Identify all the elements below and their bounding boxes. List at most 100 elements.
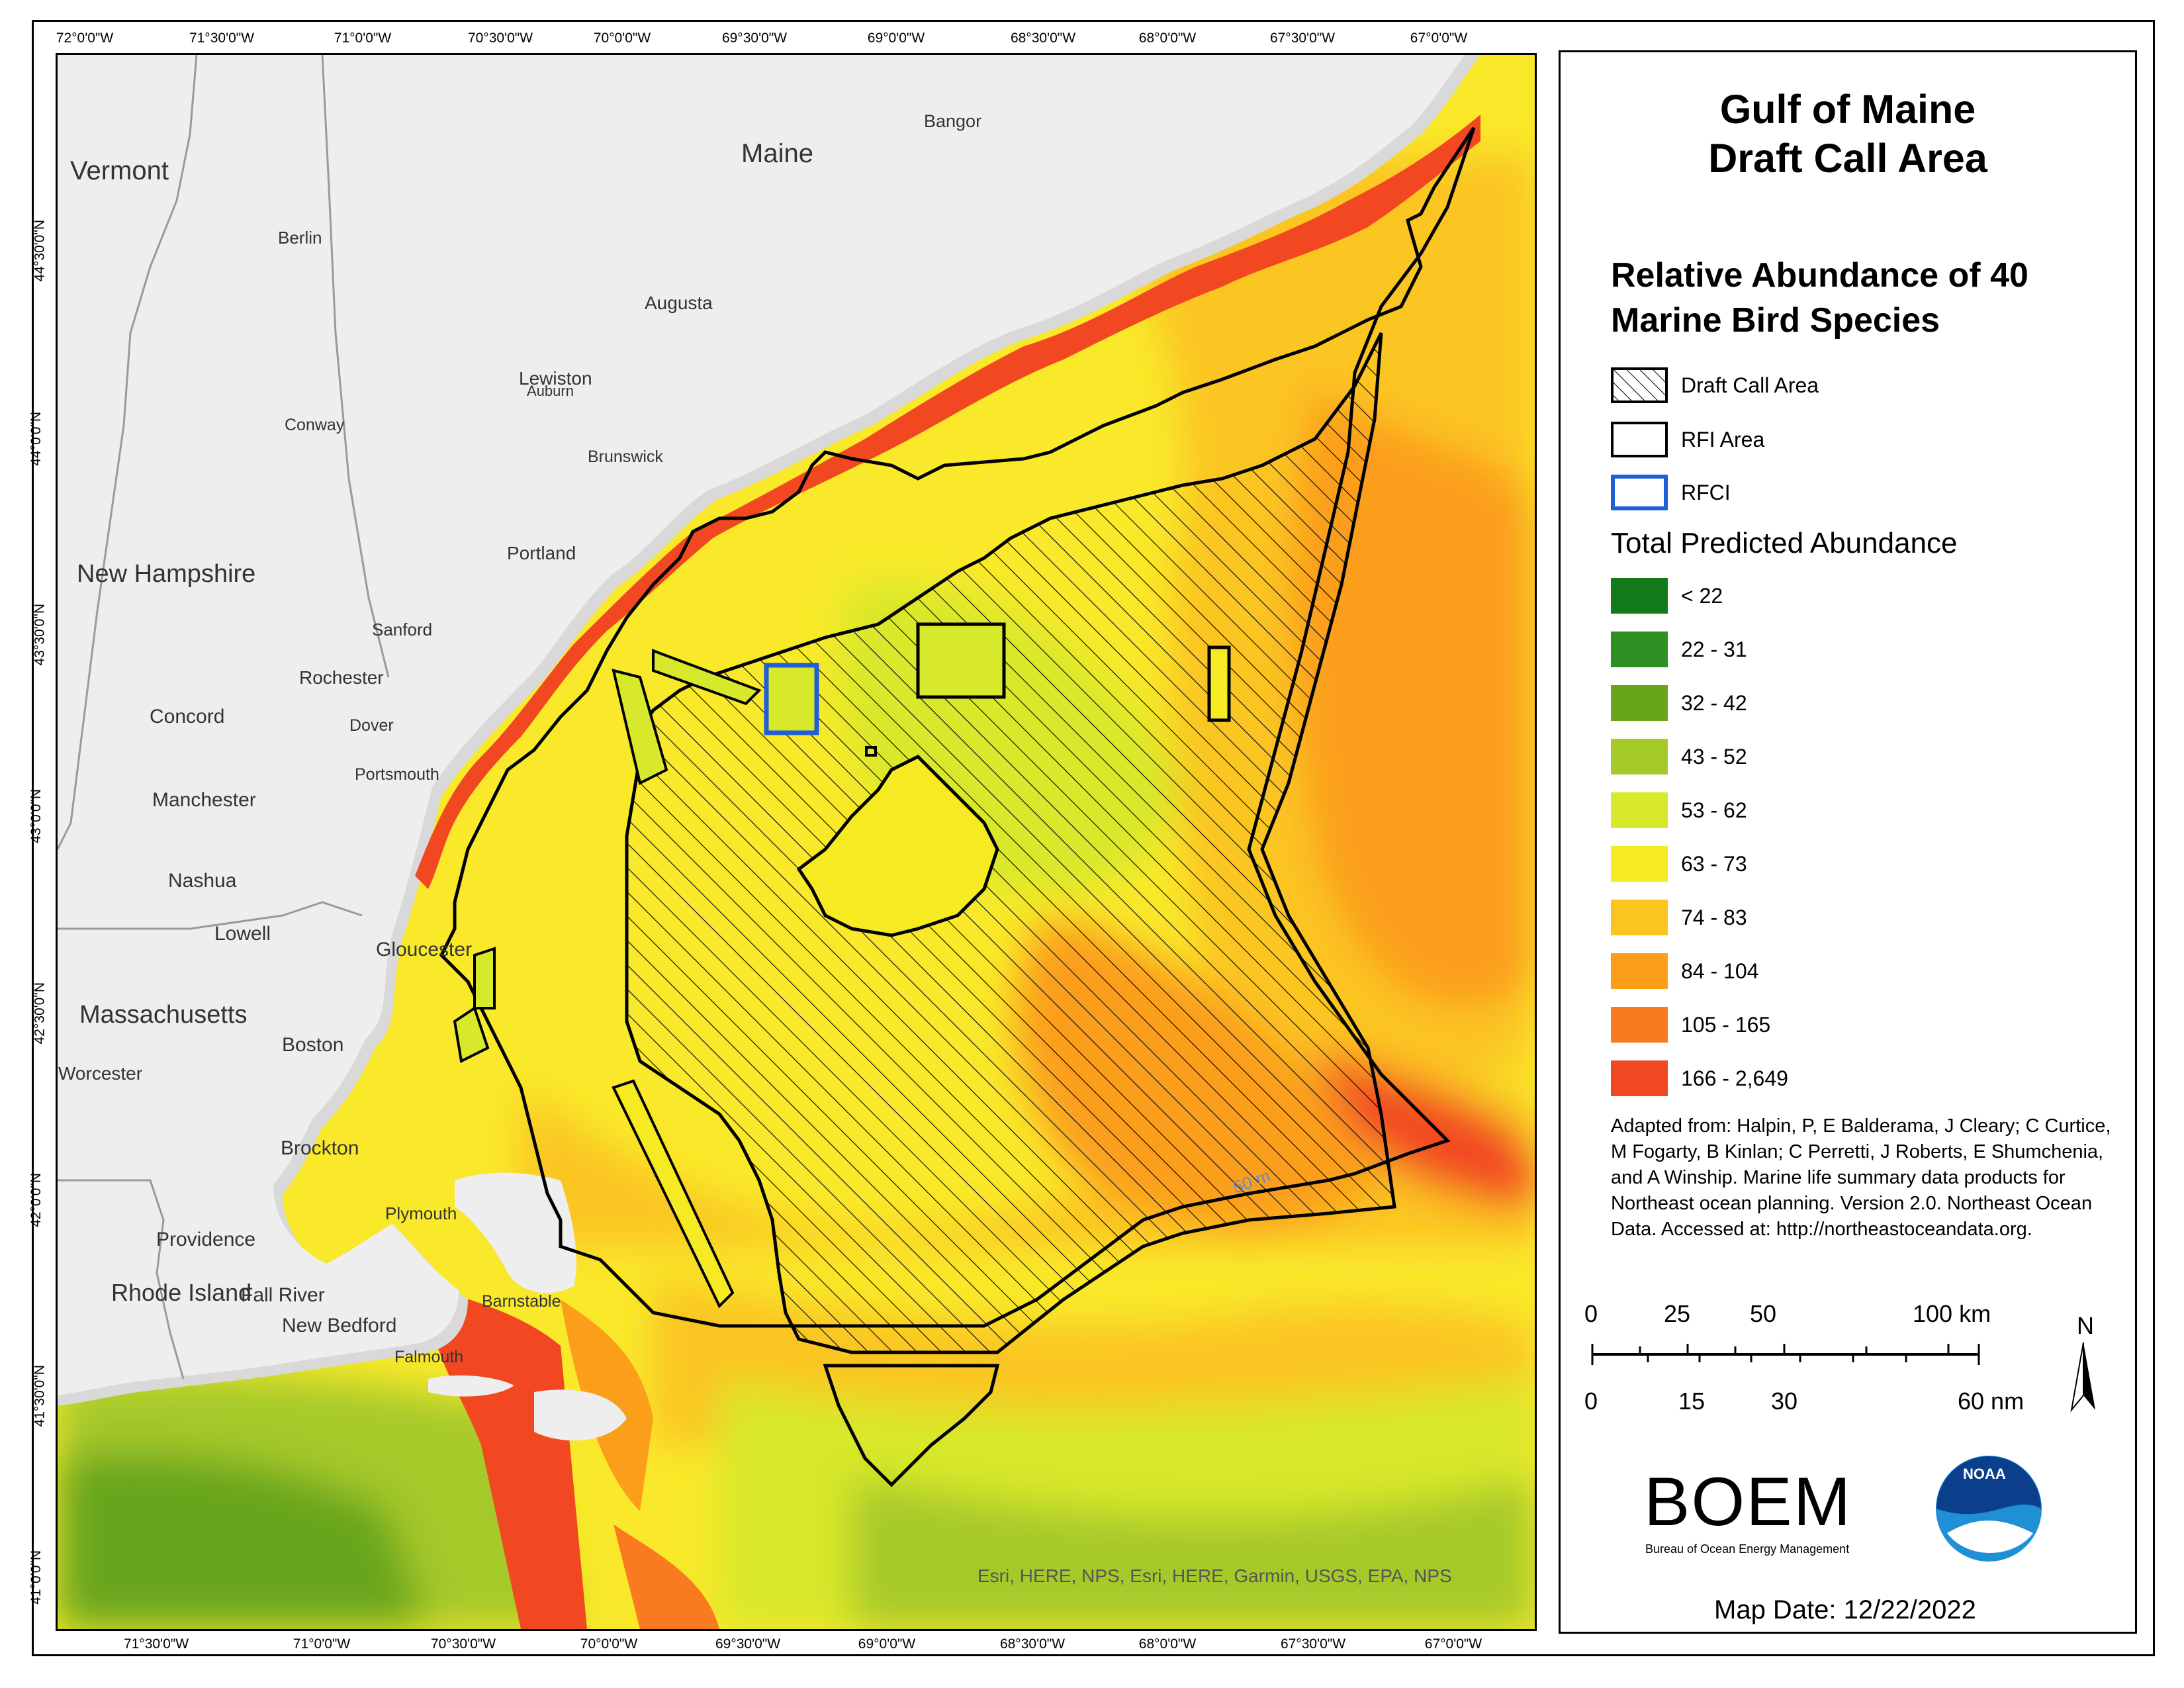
north-label: N [2077, 1312, 2094, 1339]
tick-left: 44°30'0"N [32, 220, 48, 282]
rfi-strip-n [652, 649, 762, 706]
map-title-line2: Draft Call Area [1708, 136, 1987, 181]
legend-label: Draft Call Area [1681, 373, 1819, 397]
tick-left: 44°0'0"N [28, 412, 44, 466]
abundance-label: 53 - 62 [1681, 798, 1747, 822]
map-canvas[interactable]: 50 m [58, 55, 1535, 1629]
rfci-area[interactable] [764, 663, 819, 735]
label-sanford: Sanford [372, 620, 433, 639]
label-barnstable: Barnstable [482, 1292, 561, 1311]
hatch-swatch-icon [1611, 367, 1668, 403]
noaa-label: NOAA [1963, 1466, 2006, 1482]
abundance-label: 63 - 73 [1681, 851, 1747, 876]
legend-label: RFCI [1681, 480, 1731, 504]
cape-cod [455, 1172, 576, 1293]
north-arrow-icon [2070, 1342, 2095, 1413]
label-new-hampshire: New Hampshire [77, 560, 256, 588]
label-brunswick: Brunswick [588, 447, 663, 466]
scale-nm-30: 30 [1771, 1387, 1798, 1415]
legend-label: RFI Area [1681, 427, 1765, 451]
tick-top: 70°0'0"W [593, 30, 651, 46]
abundance-swatch [1611, 685, 1668, 721]
boem-logo: BOEM [1644, 1464, 1852, 1540]
label-vermont: Vermont [70, 156, 169, 185]
tick-top: 68°0'0"W [1138, 30, 1197, 46]
rfi-block [916, 622, 1006, 699]
rfi-south-lobe [823, 1364, 1000, 1487]
legend-panel [1559, 50, 2137, 1634]
abundance-swatch [1611, 1060, 1668, 1096]
abundance-class-row: 43 - 52 [1611, 738, 1747, 775]
data-credit: Adapted from: Halpin, P, E Balderama, J … [1611, 1115, 2111, 1240]
subtitle-line1: Relative Abundance of 40 [1611, 256, 2028, 295]
legend-rfci: RFCI [1611, 474, 1731, 511]
rfi-island-a [453, 1006, 490, 1063]
nantucket-shoals-high [428, 1286, 587, 1629]
state-boundaries [58, 55, 390, 1380]
abundance-class-row: 105 - 165 [1611, 1006, 1770, 1043]
tick-left: 42°30'0"N [32, 982, 48, 1045]
abundance-label: 32 - 42 [1681, 690, 1747, 715]
scale-nm-60: 60 nm [1958, 1387, 2025, 1415]
label-augusta: Augusta [645, 293, 713, 313]
tick-bottom: 70°30'0"W [430, 1636, 496, 1652]
landmass-top [58, 55, 1465, 1395]
rfi-island-b [473, 947, 496, 1009]
rfi-strip-w [612, 669, 668, 785]
abundance-swatch [1611, 846, 1668, 882]
nantucket [534, 1389, 627, 1441]
rfi-area-outline[interactable] [439, 126, 1476, 1328]
label-lewiston: Lewiston [519, 368, 592, 389]
coastal-high-band [415, 115, 1480, 889]
map-attribution: Esri, HERE, NPS, Esri, HERE, Garmin, USG… [978, 1566, 1452, 1586]
tick-bottom: 67°30'0"W [1280, 1636, 1346, 1652]
label-fall-river: Fall River [241, 1284, 325, 1306]
rfi-swatch-icon [1611, 422, 1668, 457]
tick-bottom: 69°30'0"W [715, 1636, 781, 1652]
label-new-bedford: New Bedford [282, 1315, 397, 1336]
abundance-surface [58, 154, 1535, 1629]
tick-bottom: 71°30'0"W [123, 1636, 189, 1652]
abundance-class-row: 32 - 42 [1611, 684, 1747, 722]
tick-top: 71°0'0"W [334, 30, 392, 46]
map-panel[interactable]: 50 m Esri, HERE, NPS, Esri, HERE, Garmin… [56, 53, 1537, 1631]
tick-top: 67°30'0"W [1269, 30, 1336, 46]
label-portsmouth: Portsmouth [355, 765, 439, 784]
abundance-swatch [1611, 632, 1668, 667]
southern-band [614, 1524, 719, 1629]
tick-left: 41°30'0"N [32, 1365, 48, 1427]
label-plymouth: Plymouth [385, 1203, 457, 1223]
abundance-swatch [1611, 900, 1668, 935]
legend-rfi-area: RFI Area [1611, 421, 1764, 458]
map-date: Map Date: 12/22/2022 [1714, 1595, 1976, 1624]
label-portland: Portland [507, 543, 576, 563]
label-massachusetts: Massachusetts [79, 1001, 248, 1029]
rfi-tiny-block [865, 746, 877, 757]
tick-bottom: 68°0'0"W [1138, 1636, 1197, 1652]
label-maine: Maine [741, 139, 813, 168]
label-bangor: Bangor [924, 111, 982, 131]
label-rhode: Rhode Island [111, 1279, 252, 1306]
label-gloucester: Gloucester [376, 939, 473, 961]
draft-call-area[interactable] [625, 332, 1396, 1354]
noaa-logo-icon [1936, 1456, 2042, 1562]
label-providence: Providence [156, 1229, 256, 1250]
scale-km-100: 100 km [1913, 1300, 1991, 1327]
tick-bottom: 70°0'0"W [580, 1636, 638, 1652]
legend-draft-call-area: Draft Call Area [1611, 367, 1819, 404]
excluded-bank [796, 754, 999, 937]
scale-nm-0: 0 [1584, 1387, 1598, 1415]
abundance-class-row: 166 - 2,649 [1611, 1060, 1788, 1097]
scale-nm-15: 15 [1678, 1387, 1706, 1415]
label-lowell: Lowell [214, 923, 271, 945]
marthas-vineyard [428, 1375, 514, 1397]
tick-top: 72°0'0"W [56, 30, 114, 46]
abundance-label: 105 - 165 [1681, 1012, 1771, 1037]
label-boston: Boston [282, 1034, 344, 1056]
tick-top: 70°30'0"W [467, 30, 533, 46]
tick-bottom: 67°0'0"W [1424, 1636, 1482, 1652]
abundance-swatch [1611, 792, 1668, 828]
label-nashua: Nashua [168, 870, 237, 892]
abundance-swatch [1611, 1007, 1668, 1043]
abundance-label: 84 - 104 [1681, 959, 1759, 983]
